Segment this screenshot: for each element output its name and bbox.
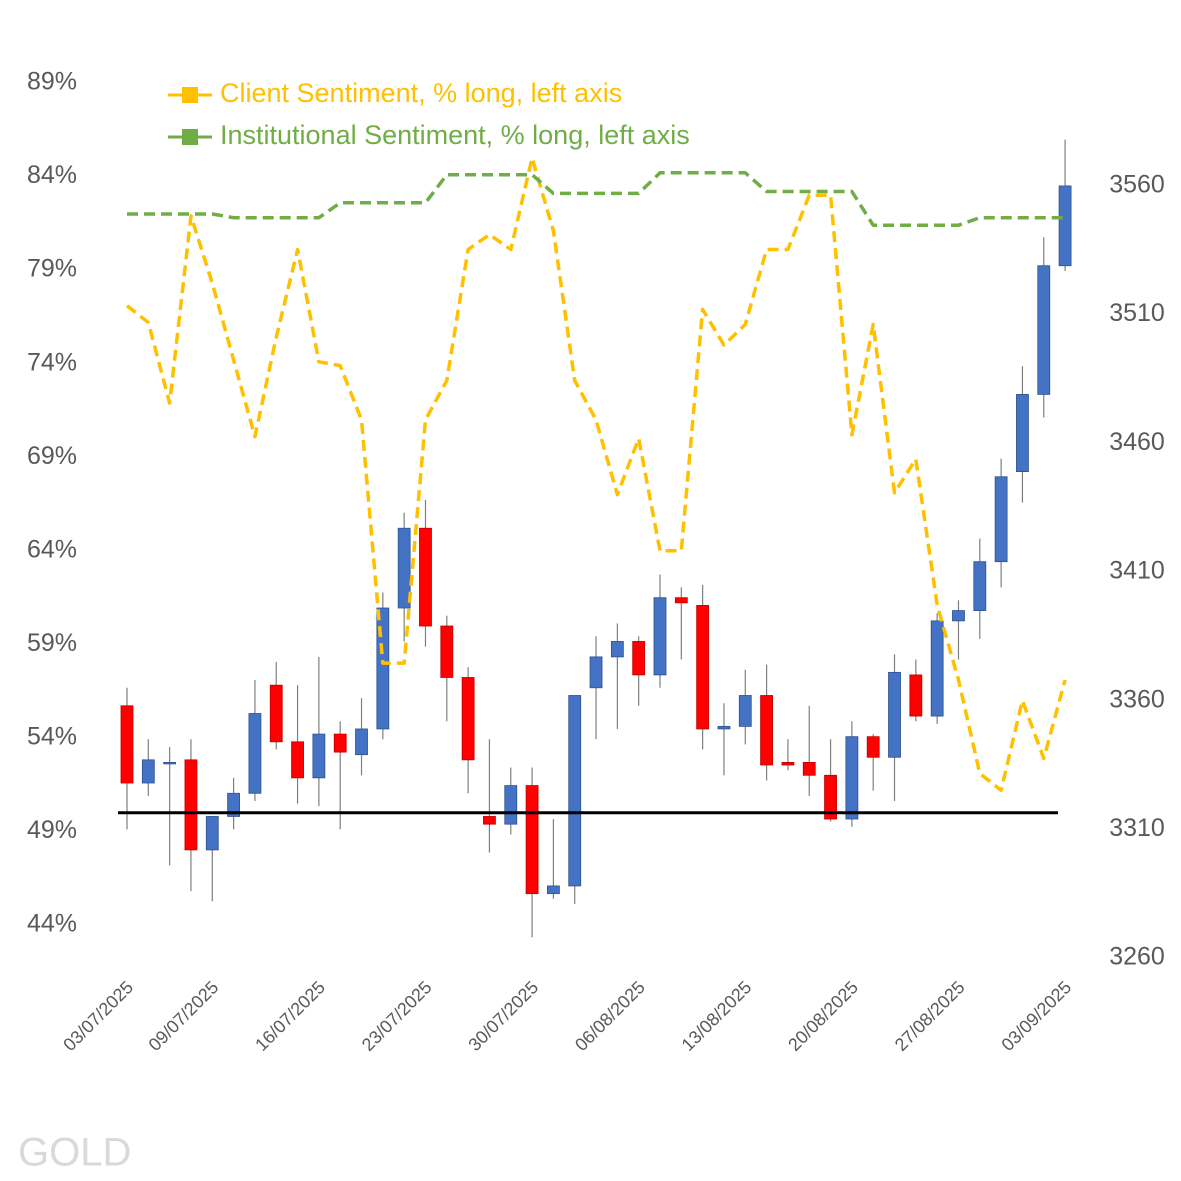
y-tick-label: 49%	[27, 816, 77, 844]
candle-body	[909, 674, 923, 717]
candle-body	[248, 713, 262, 794]
candle-body	[355, 728, 368, 756]
y2-tick-label: 3560	[1109, 171, 1165, 199]
x-tick-label: 06/08/2025	[571, 977, 649, 1055]
candle-body	[184, 759, 198, 851]
candle-body	[781, 762, 795, 766]
candle-body	[1037, 265, 1051, 395]
x-tick-label: 27/08/2025	[891, 977, 969, 1055]
candle-body	[525, 785, 539, 895]
candle-body	[461, 677, 475, 761]
candle-body	[632, 641, 646, 676]
candle-body	[120, 705, 134, 784]
candle-body	[653, 597, 667, 676]
candle-body	[1058, 185, 1072, 267]
x-tick-label: 09/07/2025	[145, 977, 223, 1055]
y-tick-label: 54%	[27, 723, 77, 751]
candle-body	[824, 774, 837, 820]
candle-body	[291, 741, 304, 779]
candle-body	[141, 759, 155, 784]
x-tick-label: 03/09/2025	[997, 977, 1075, 1055]
y-tick-label: 79%	[27, 255, 77, 283]
y-tick-label: 44%	[27, 910, 77, 938]
series-line	[125, 156, 1067, 793]
legend-swatch	[182, 129, 198, 145]
y-tick-label: 59%	[27, 629, 77, 657]
x-tick-label: 03/07/2025	[59, 977, 137, 1055]
x-tick-label: 16/07/2025	[251, 977, 329, 1055]
y2-tick-label: 3360	[1109, 685, 1165, 713]
candle-body	[440, 625, 454, 678]
legend-swatch	[182, 87, 198, 103]
candle-body	[205, 816, 219, 851]
x-tick-label: 23/07/2025	[358, 977, 436, 1055]
candle-body	[888, 671, 901, 758]
y-tick-label: 84%	[27, 161, 77, 189]
candle-body	[994, 476, 1008, 563]
candle-body	[419, 527, 432, 627]
y2-tick-label: 3410	[1109, 557, 1165, 585]
candle-body	[568, 695, 582, 887]
candle-body	[547, 885, 560, 895]
y2-tick-label: 3310	[1109, 814, 1165, 842]
y2-tick-label: 3460	[1109, 428, 1165, 456]
x-tick-label: 20/08/2025	[784, 977, 862, 1055]
series-line	[127, 171, 1066, 227]
y2-tick-label: 3260	[1109, 943, 1165, 971]
candle-body	[738, 695, 752, 727]
candle-body	[930, 620, 944, 717]
candle-body	[483, 816, 496, 825]
candle-body	[397, 527, 411, 609]
candle-body	[760, 695, 773, 766]
candle-body	[504, 785, 518, 825]
y2-tick-label: 3510	[1109, 299, 1165, 327]
candle-body	[973, 561, 987, 611]
candle-body	[610, 641, 624, 658]
candle-body	[269, 684, 283, 743]
candle-body	[717, 725, 731, 730]
x-tick-label: 13/08/2025	[678, 977, 756, 1055]
y-tick-label: 74%	[27, 348, 77, 376]
chart-label: GOLD	[18, 1131, 131, 1175]
candle-body	[866, 736, 880, 758]
candle-body	[674, 597, 688, 604]
y-tick-label: 69%	[27, 442, 77, 470]
candle-body	[227, 792, 241, 817]
candle-body	[802, 762, 816, 776]
candle-body	[312, 733, 326, 779]
legend-label: Institutional Sentiment, % long, left ax…	[220, 120, 690, 150]
y-tick-label: 89%	[27, 68, 77, 96]
candle-body	[1016, 393, 1029, 473]
candle-body	[163, 762, 177, 765]
candle-body	[376, 607, 390, 730]
candle-body	[696, 605, 710, 730]
candle-body	[333, 733, 347, 753]
legend-label: Client Sentiment, % long, left axis	[220, 78, 622, 108]
y-tick-label: 64%	[27, 535, 77, 563]
x-tick-label: 30/07/2025	[464, 977, 542, 1055]
candle-body	[845, 736, 859, 820]
candle-body	[952, 610, 965, 622]
candle-body	[589, 656, 603, 689]
